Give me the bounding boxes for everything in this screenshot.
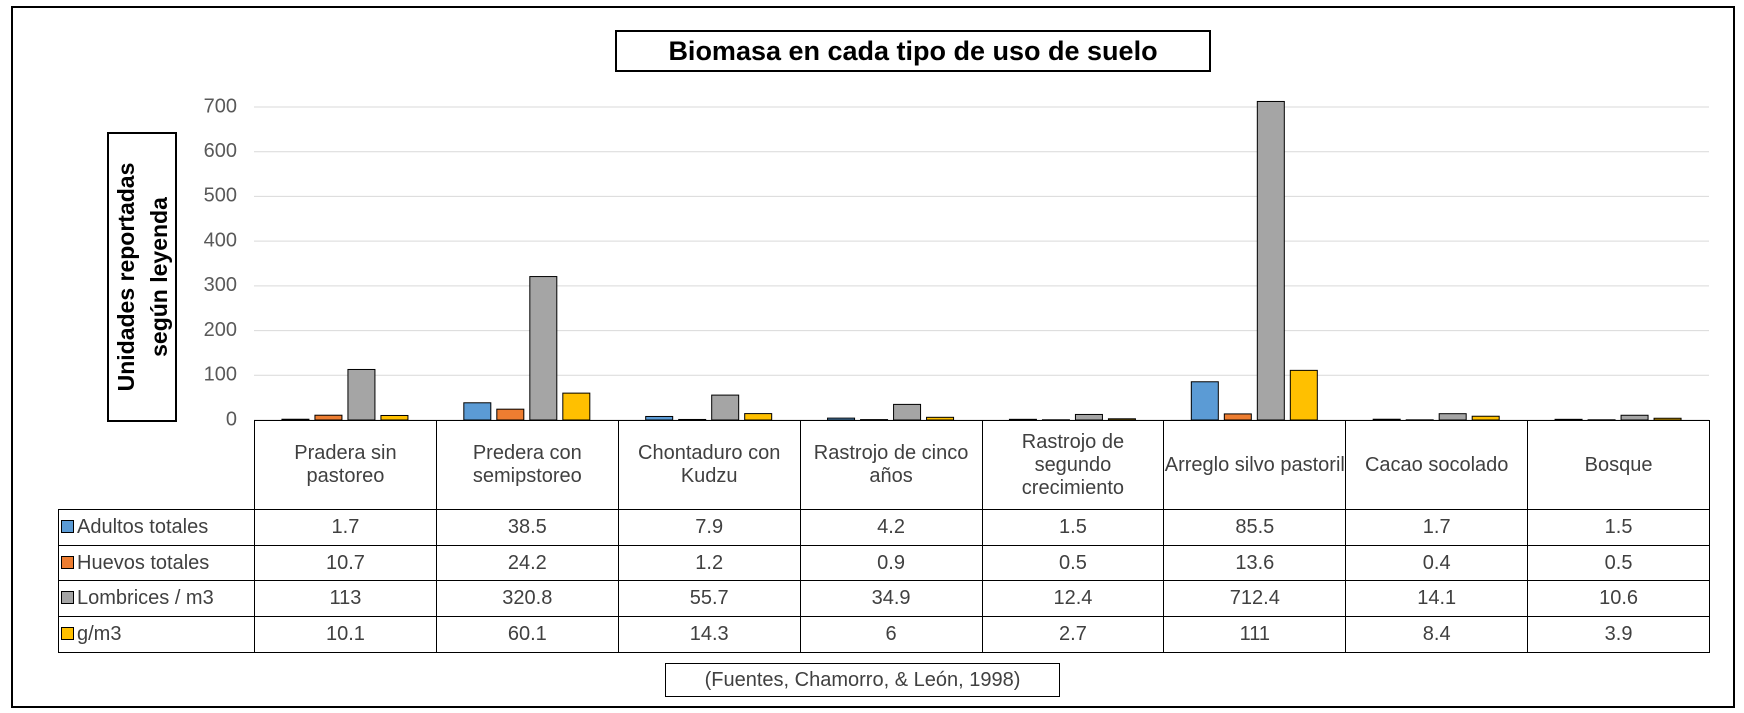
y-tick-label: 500 xyxy=(204,185,237,207)
category-label: Rastrojo de segundo crecimiento xyxy=(981,420,1165,510)
bar xyxy=(463,402,492,421)
table-value: 0.5 xyxy=(1527,544,1710,582)
chart-border xyxy=(11,6,1735,708)
table-value: 0.4 xyxy=(1345,544,1529,582)
legend-label: Huevos totales xyxy=(77,551,210,574)
bar xyxy=(380,414,409,421)
series-row: Lombrices / m3 113 320.8 55.7 34.9 12.4 712.4 1… xyxy=(58,580,1710,618)
bar xyxy=(529,276,558,421)
table-value: 10.6 xyxy=(1527,580,1710,618)
category-label: Rastrojo de cinco años xyxy=(799,420,983,510)
table-value: 14.1 xyxy=(1345,580,1529,618)
bar xyxy=(1620,414,1649,421)
table-value: 8.4 xyxy=(1345,616,1529,653)
bar xyxy=(1438,413,1467,421)
bar xyxy=(711,394,740,421)
table-value: 60.1 xyxy=(435,616,619,653)
table-value: 1.7 xyxy=(254,509,437,546)
table-value: 24.2 xyxy=(435,544,619,582)
table-value: 0.5 xyxy=(981,544,1165,582)
bar xyxy=(893,403,922,421)
table-value: 3.9 xyxy=(1527,616,1710,653)
category-label: Cacao socolado xyxy=(1345,420,1529,510)
bar xyxy=(496,408,525,421)
table-value: 1.2 xyxy=(617,544,801,582)
table-value: 1.7 xyxy=(1345,509,1529,546)
series-row: Huevos totales 10.7 24.2 1.2 0.9 0.5 13.6 0.4 0.… xyxy=(58,544,1710,582)
table-value: 14.3 xyxy=(617,616,801,653)
y-tick-label: 700 xyxy=(204,95,237,117)
bar xyxy=(1471,415,1500,421)
table-value: 6 xyxy=(799,616,983,653)
bar xyxy=(1554,418,1583,421)
table-value: 0.9 xyxy=(799,544,983,582)
table-value: 1.5 xyxy=(1527,509,1710,546)
legend-key xyxy=(61,626,74,640)
legend-key xyxy=(61,591,74,605)
table-value: 712.4 xyxy=(1163,580,1347,618)
y-axis-title: Unidades reportadas según leyenda xyxy=(107,132,177,422)
legend-label: Adultos totales xyxy=(77,515,209,538)
series-row: g/m3 10.1 60.1 14.3 6 2.7 111 8.4 3.9 xyxy=(58,616,1710,653)
bar xyxy=(1653,417,1682,421)
bar xyxy=(1223,413,1252,421)
category-label: Predera con semipstoreo xyxy=(435,420,619,510)
table-value: 320.8 xyxy=(435,580,619,618)
table-value: 10.1 xyxy=(254,616,437,653)
bar xyxy=(1289,369,1318,421)
y-tick-label: 0 xyxy=(226,408,237,430)
table-value: 55.7 xyxy=(617,580,801,618)
legend-label: g/m3 xyxy=(77,622,122,645)
bar xyxy=(1256,100,1285,421)
series-row: Adultos totales 1.7 38.5 7.9 4.2 1.5 85.5 1.7 1.… xyxy=(58,509,1710,546)
source: (Fuentes, Chamorro, & León, 1998) xyxy=(665,663,1060,697)
category-label: Bosque xyxy=(1527,420,1710,510)
chart-title: Biomasa en cada tipo de uso de suelo xyxy=(615,30,1211,72)
table-value: 1.5 xyxy=(981,509,1165,546)
category-label: Arreglo silvo pastoril xyxy=(1163,420,1347,510)
table-value: 113 xyxy=(254,580,437,618)
legend-key xyxy=(61,555,74,569)
category-label: Chontaduro con Kudzu xyxy=(617,420,801,510)
y-tick-label: 300 xyxy=(204,274,237,296)
table-value: 7.9 xyxy=(617,509,801,546)
table-value: 2.7 xyxy=(981,616,1165,653)
table-value: 85.5 xyxy=(1163,509,1347,546)
corner-cell xyxy=(58,420,255,510)
bar xyxy=(562,392,591,421)
y-tick-label: 600 xyxy=(204,140,237,162)
bar xyxy=(1074,413,1103,421)
legend-label: Lombrices / m3 xyxy=(77,587,214,610)
table-value: 12.4 xyxy=(981,580,1165,618)
y-tick-label: 100 xyxy=(204,364,237,386)
legend-entry: Adultos totales xyxy=(58,509,255,546)
table-value: 38.5 xyxy=(435,509,619,546)
y-tick-label: 400 xyxy=(204,229,237,251)
bar xyxy=(926,416,955,421)
legend-entry: Lombrices / m3 xyxy=(58,580,255,618)
bar xyxy=(347,368,376,421)
legend-entry: Huevos totales xyxy=(58,544,255,582)
header-row: Pradera sin pastoreo Predera con semipsto… xyxy=(58,420,1710,510)
table-value: 13.6 xyxy=(1163,544,1347,582)
bar xyxy=(645,415,674,421)
bar xyxy=(1190,381,1219,421)
table-value: 4.2 xyxy=(799,509,983,546)
bar xyxy=(1008,418,1037,421)
y-tick-label: 200 xyxy=(204,319,237,341)
table-value: 10.7 xyxy=(254,544,437,582)
table-value: 34.9 xyxy=(799,580,983,618)
table-value: 111 xyxy=(1163,616,1347,653)
legend-key xyxy=(61,519,74,533)
legend-entry: g/m3 xyxy=(58,616,255,653)
category-label: Pradera sin pastoreo xyxy=(254,420,437,510)
data-table: Pradera sin pastoreo Predera con semipsto… xyxy=(58,420,1710,653)
